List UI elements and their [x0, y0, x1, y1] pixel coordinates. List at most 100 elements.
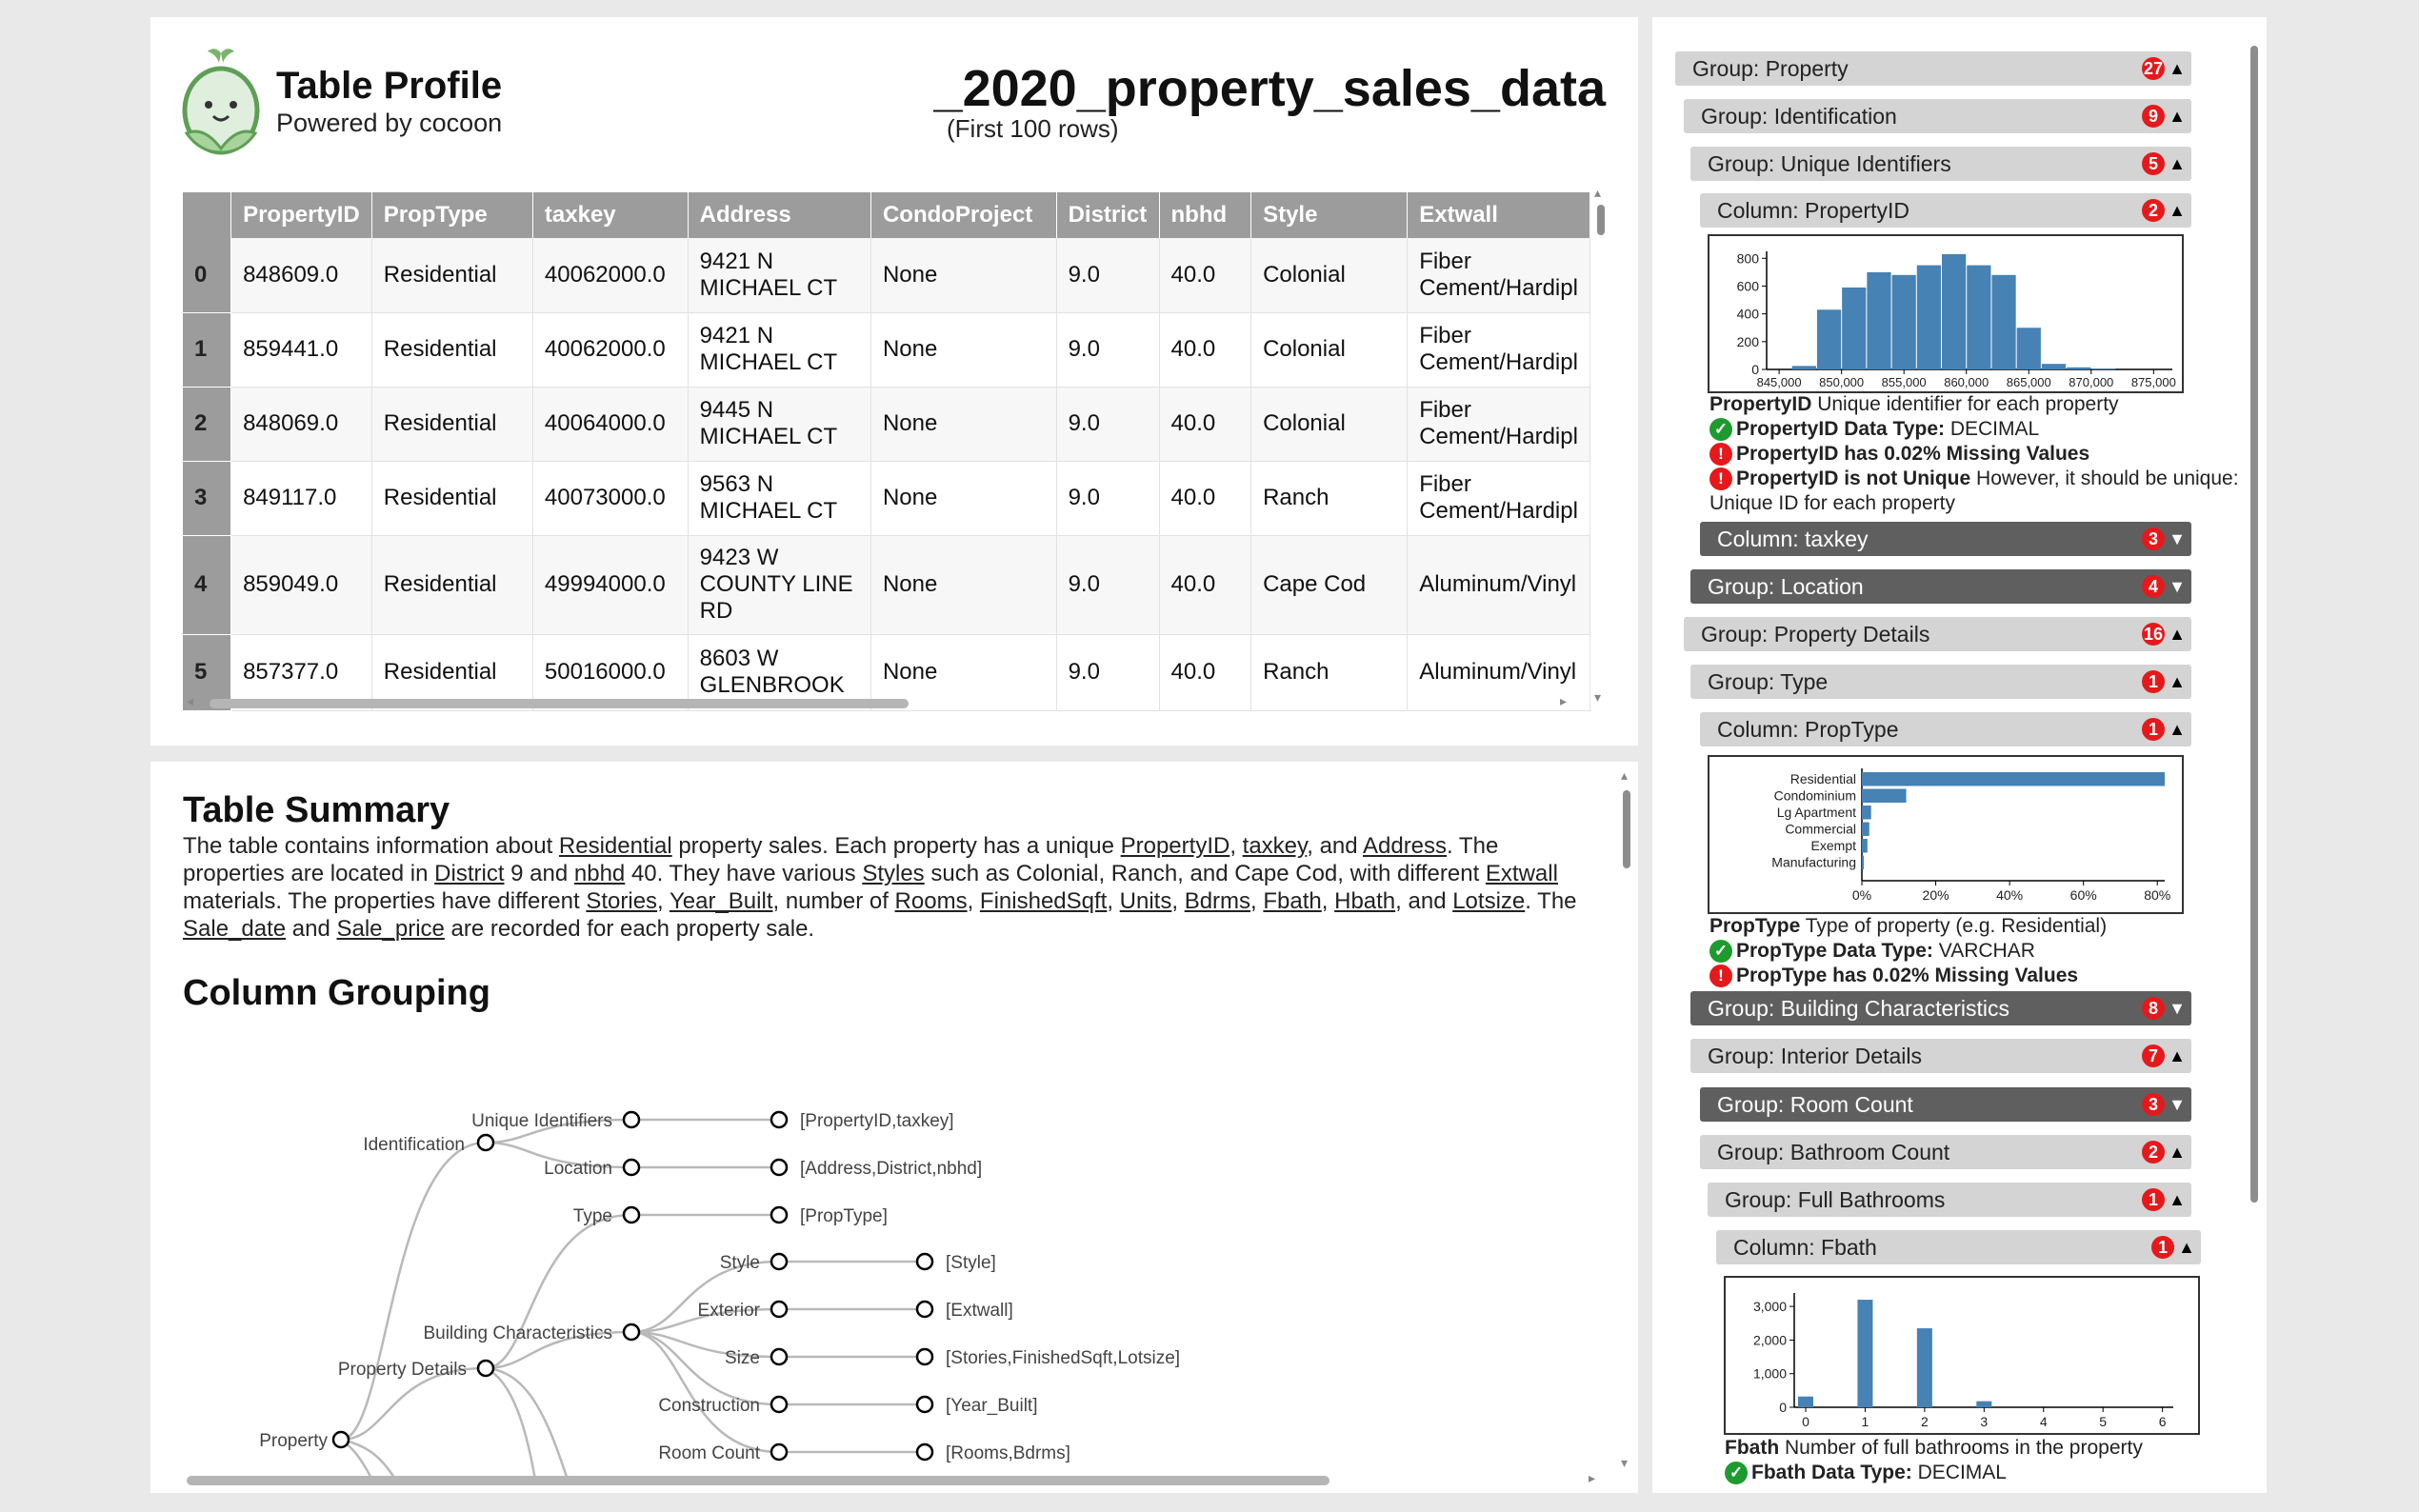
table-cell[interactable]: 40062000.0 [532, 238, 689, 313]
scroll-down-arrow-icon[interactable]: ▾ [1594, 689, 1602, 705]
sidebar-group-header[interactable]: Group: Type 1 ▲ [1690, 665, 2191, 699]
table-cell[interactable]: Colonial [1250, 238, 1409, 313]
column-header[interactable]: nbhd [1159, 192, 1252, 238]
table-cell[interactable]: 40.0 [1159, 461, 1252, 536]
collapse-caret-icon[interactable]: ▲ [2169, 625, 2186, 644]
table-cell[interactable]: 857377.0 [230, 634, 372, 711]
table-cell[interactable]: Cape Cod [1250, 535, 1409, 635]
table-cell[interactable]: 40062000.0 [532, 312, 689, 388]
summary-vertical-scroll-thumb[interactable] [1623, 790, 1630, 868]
table-cell[interactable]: Residential [371, 238, 533, 313]
sidebar-group-header[interactable]: Group: Location 4 ▼ [1690, 569, 2191, 604]
collapse-caret-icon[interactable]: ▲ [2178, 1238, 2195, 1257]
column-link[interactable]: Address [1362, 833, 1448, 859]
column-link[interactable]: Extwall [1485, 861, 1558, 886]
table-cell[interactable]: 9445 N MICHAEL CT [688, 387, 871, 462]
table-cell[interactable]: 8603 W GLENBROOK [688, 634, 871, 711]
summary-horizontal-scroll-thumb[interactable] [187, 1476, 1329, 1485]
column-header[interactable]: Extwall [1407, 192, 1590, 238]
table-cell[interactable]: 40064000.0 [532, 387, 689, 462]
table-cell[interactable]: 9421 N MICHAEL CT [688, 312, 871, 388]
sidebar-group-header[interactable]: Column: PropType 1 ▲ [1700, 712, 2191, 746]
column-link[interactable]: FinishedSqft [979, 888, 1108, 914]
column-link[interactable]: Styles [862, 861, 925, 886]
column-link[interactable]: PropertyID [1120, 833, 1230, 859]
column-link[interactable]: Stories [586, 888, 658, 914]
table-row[interactable]: 0 848609.0 Residential 40062000.0 9421 N MIC… [183, 238, 1590, 313]
table-cell[interactable]: Colonial [1250, 312, 1409, 388]
expand-caret-icon[interactable]: ▼ [2169, 577, 2186, 596]
expand-caret-icon[interactable]: ▼ [2169, 529, 2186, 548]
table-cell[interactable]: 40.0 [1159, 634, 1252, 711]
sidebar-group-header[interactable]: Column: Fbath 1 ▲ [1716, 1230, 2201, 1264]
table-cell[interactable]: 849117.0 [230, 461, 372, 536]
table-cell[interactable]: Fiber Cement/Hardipl [1407, 312, 1590, 388]
table-cell[interactable]: None [870, 634, 1057, 711]
table-row[interactable]: 2 848069.0 Residential 40064000.0 9445 N MIC… [183, 387, 1590, 462]
table-cell[interactable]: 859049.0 [230, 535, 372, 635]
table-cell[interactable]: Fiber Cement/Hardipl [1407, 387, 1590, 462]
table-horizontal-scroll-thumb[interactable] [210, 699, 909, 708]
column-link[interactable]: Lotsize [1452, 888, 1526, 914]
scroll-right-arrow-icon[interactable]: ▸ [1589, 1470, 1596, 1485]
table-cell[interactable]: 9563 N MICHAEL CT [688, 461, 871, 536]
table-vertical-scrollbar[interactable]: ▴ ▾ [1594, 185, 1605, 710]
table-cell[interactable]: 9.0 [1056, 634, 1160, 711]
column-link[interactable]: District [434, 861, 505, 886]
table-cell[interactable]: Residential [371, 634, 533, 711]
column-link[interactable]: Year_Built [669, 888, 773, 914]
collapse-caret-icon[interactable]: ▲ [2169, 1143, 2186, 1162]
column-header[interactable]: District [1056, 192, 1160, 238]
column-link[interactable]: Residential [558, 833, 672, 859]
scroll-up-arrow-icon[interactable]: ▴ [1594, 185, 1602, 200]
column-header[interactable]: Style [1250, 192, 1409, 238]
scroll-left-arrow-icon[interactable]: ◂ [187, 693, 194, 708]
profile-sidebar[interactable]: Group: Property 27 ▲ Group: Identification 9… [1652, 17, 2267, 1493]
column-link[interactable]: Units [1119, 888, 1172, 914]
column-link[interactable]: Fbath [1263, 888, 1322, 914]
table-cell[interactable]: None [870, 312, 1057, 388]
collapse-caret-icon[interactable]: ▲ [2169, 1190, 2186, 1209]
table-cell[interactable]: Colonial [1250, 387, 1409, 462]
sidebar-group-header[interactable]: Group: Full Bathrooms 1 ▲ [1708, 1183, 2191, 1217]
sidebar-group-header[interactable]: Group: Bathroom Count 2 ▲ [1700, 1135, 2191, 1169]
table-cell[interactable]: 9.0 [1056, 535, 1160, 635]
sidebar-group-header[interactable]: Column: taxkey 3 ▼ [1700, 522, 2191, 556]
table-cell[interactable]: None [870, 387, 1057, 462]
collapse-caret-icon[interactable]: ▲ [2169, 59, 2186, 78]
sidebar-group-header[interactable]: Group: Property 27 ▲ [1675, 51, 2191, 86]
table-cell[interactable]: None [870, 535, 1057, 635]
table-cell[interactable]: None [870, 238, 1057, 313]
column-link[interactable]: Sale_price [336, 916, 445, 942]
table-cell[interactable]: 50016000.0 [532, 634, 689, 711]
table-cell[interactable]: 9.0 [1056, 312, 1160, 388]
expand-caret-icon[interactable]: ▼ [2169, 1095, 2186, 1114]
column-link[interactable]: Bdrms [1184, 888, 1251, 914]
collapse-caret-icon[interactable]: ▲ [2169, 154, 2186, 173]
column-header[interactable]: PropType [371, 192, 533, 238]
scroll-up-arrow-icon[interactable]: ▴ [1621, 767, 1629, 783]
column-header[interactable]: CondoProject [870, 192, 1057, 238]
table-row[interactable]: 1 859441.0 Residential 40062000.0 9421 N MIC… [183, 312, 1590, 388]
table-cell[interactable]: 859441.0 [230, 312, 372, 388]
summary-panel[interactable]: Table Summary The table contains informa… [150, 762, 1638, 1493]
scroll-down-arrow-icon[interactable]: ▾ [1621, 1455, 1629, 1470]
table-cell[interactable]: 9.0 [1056, 387, 1160, 462]
tree-nodes[interactable] [331, 1110, 934, 1462]
table-row[interactable]: 4 859049.0 Residential 49994000.0 9423 W COU… [183, 535, 1590, 635]
table-cell[interactable]: Aluminum/Vinyl [1407, 535, 1590, 635]
column-header[interactable]: taxkey [532, 192, 689, 238]
table-cell[interactable]: Residential [371, 387, 533, 462]
table-horizontal-scrollbar[interactable]: ◂ ▸ [185, 693, 1573, 710]
table-cell[interactable]: 40.0 [1159, 238, 1252, 313]
summary-horizontal-scrollbar[interactable]: ▸ [177, 1470, 1596, 1487]
collapse-caret-icon[interactable]: ▲ [2169, 201, 2186, 220]
table-cell[interactable]: 9421 N MICHAEL CT [688, 238, 871, 313]
table-cell[interactable]: 9.0 [1056, 461, 1160, 536]
sidebar-vertical-scroll-thumb[interactable] [2250, 46, 2258, 1203]
table-cell[interactable]: 49994000.0 [532, 535, 689, 635]
table-cell[interactable]: 40.0 [1159, 535, 1252, 635]
collapse-caret-icon[interactable]: ▲ [2169, 672, 2186, 691]
sidebar-group-header[interactable]: Group: Property Details 16 ▲ [1684, 617, 2191, 651]
collapse-caret-icon[interactable]: ▲ [2169, 720, 2186, 739]
